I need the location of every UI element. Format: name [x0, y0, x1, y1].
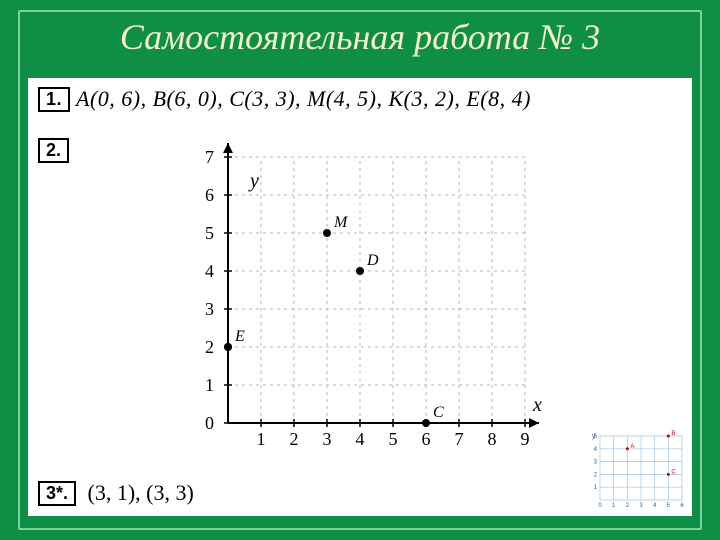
svg-text:4: 4 [653, 503, 657, 509]
mini-chart: 012345612345yABC [586, 430, 686, 510]
svg-text:4: 4 [356, 429, 365, 449]
svg-text:0: 0 [205, 413, 214, 433]
svg-text:1: 1 [205, 375, 214, 395]
svg-text:2: 2 [626, 503, 630, 509]
svg-text:5: 5 [205, 223, 214, 243]
svg-text:3: 3 [639, 503, 643, 509]
task-3-numbox: 3*. [38, 481, 76, 506]
task-2: 2. [38, 138, 69, 163]
slide-title: Самостоятельная работа № 3 [0, 16, 720, 58]
svg-text:M: M [333, 214, 349, 231]
svg-text:6: 6 [205, 185, 214, 205]
svg-text:6: 6 [422, 429, 431, 449]
main-chart-svg: 1 2 3 4 5 6 7 8 9 0 1 2 3 4 5 6 7 x y M D E C [183, 128, 553, 468]
task-3-text: (3, 1), (3, 3) [88, 480, 194, 505]
svg-text:B: B [671, 431, 675, 437]
task-1-text: A(0, 6), B(6, 0), C(3, 3), M(4, 5), K(3,… [76, 86, 531, 111]
svg-text:E: E [234, 328, 245, 345]
svg-text:5: 5 [389, 429, 398, 449]
svg-text:2: 2 [205, 337, 214, 357]
svg-text:A: A [630, 444, 634, 450]
svg-text:3: 3 [205, 299, 214, 319]
svg-text:1: 1 [594, 485, 598, 491]
svg-text:5: 5 [667, 503, 671, 509]
mini-chart-svg: 012345612345yABC [586, 430, 686, 510]
svg-text:2: 2 [290, 429, 299, 449]
svg-text:y: y [592, 433, 596, 440]
svg-text:3: 3 [594, 460, 598, 466]
content-area: 1.A(0, 6), B(6, 0), C(3, 3), M(4, 5), K(… [28, 78, 692, 516]
svg-text:9: 9 [521, 429, 530, 449]
svg-text:C: C [433, 404, 444, 421]
svg-text:1: 1 [257, 429, 266, 449]
task-2-numbox: 2. [38, 138, 69, 163]
main-chart: 1 2 3 4 5 6 7 8 9 0 1 2 3 4 5 6 7 x y M D E C [183, 128, 553, 468]
task-1-numbox: 1. [38, 87, 70, 112]
task-3: 3*. (3, 1), (3, 3) [38, 480, 194, 506]
svg-text:x: x [532, 394, 542, 416]
svg-text:C: C [671, 469, 676, 475]
svg-text:D: D [366, 252, 379, 269]
svg-text:3: 3 [323, 429, 332, 449]
svg-text:4: 4 [594, 447, 598, 453]
svg-text:8: 8 [488, 429, 497, 449]
svg-text:4: 4 [205, 261, 214, 281]
slide: Самостоятельная работа № 3 1.A(0, 6), B(… [0, 0, 720, 540]
task-1: 1.A(0, 6), B(6, 0), C(3, 3), M(4, 5), K(… [38, 86, 531, 112]
svg-text:7: 7 [205, 147, 214, 167]
svg-text:0: 0 [598, 503, 602, 509]
svg-text:y: y [248, 170, 259, 192]
svg-text:1: 1 [612, 503, 616, 509]
svg-text:6: 6 [680, 503, 684, 509]
svg-text:7: 7 [455, 429, 464, 449]
svg-text:2: 2 [594, 472, 598, 478]
